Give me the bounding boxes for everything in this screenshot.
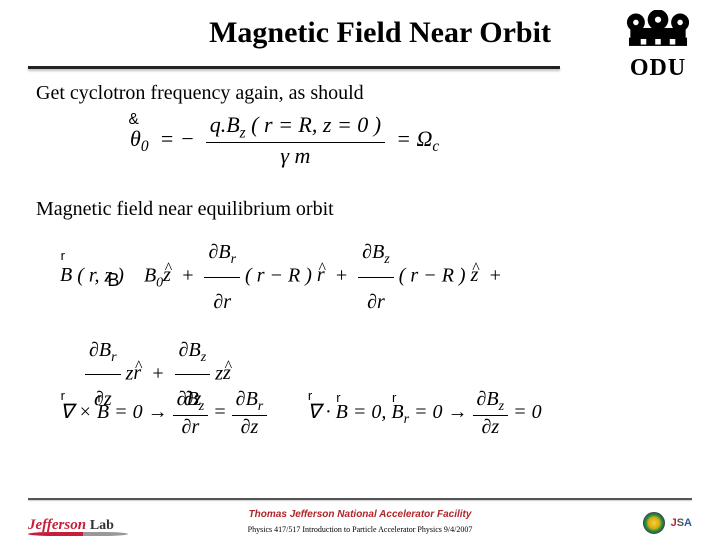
equation-cyclotron: θ0 = − q.Bz ( r = R, z = 0 ) γ m = Ωc (130, 112, 439, 169)
jlab-logo: Jefferson Lab (28, 517, 128, 536)
footer-rule (28, 498, 692, 500)
odu-text: ODU (618, 55, 698, 82)
equation-maxwell: ∇ × B = 0 → ∂Bz ∂r = ∂Br ∂z ∇ · B = 0, B… (60, 388, 700, 439)
doe-seal-icon (643, 512, 665, 534)
title-area: Magnetic Field Near Orbit (0, 16, 720, 76)
body-line-2: Magnetic field near equilibrium orbit (36, 198, 334, 221)
jlab-j: J (28, 517, 36, 533)
jlab-rest: efferson (36, 517, 90, 533)
page-title: Magnetic Field Near Orbit (80, 16, 640, 50)
title-rule (28, 66, 560, 69)
jsa-logo: JSA (671, 517, 692, 529)
body-line-1: Get cyclotron frequency again, as should (36, 82, 364, 105)
jsa-a: A (684, 517, 692, 529)
footer: Jefferson Lab Thomas Jefferson National … (0, 492, 720, 540)
odu-logo: ODU (618, 10, 698, 80)
crown-icon (623, 10, 693, 48)
jlab-lab: Lab (90, 518, 114, 533)
footer-right: JSA (643, 512, 692, 534)
footer-course-line: Physics 417/517 Introduction to Particle… (248, 525, 473, 534)
jsa-s: S (677, 517, 684, 529)
tjnaf-text: Thomas Jefferson National Accelerator Fa… (249, 509, 472, 520)
